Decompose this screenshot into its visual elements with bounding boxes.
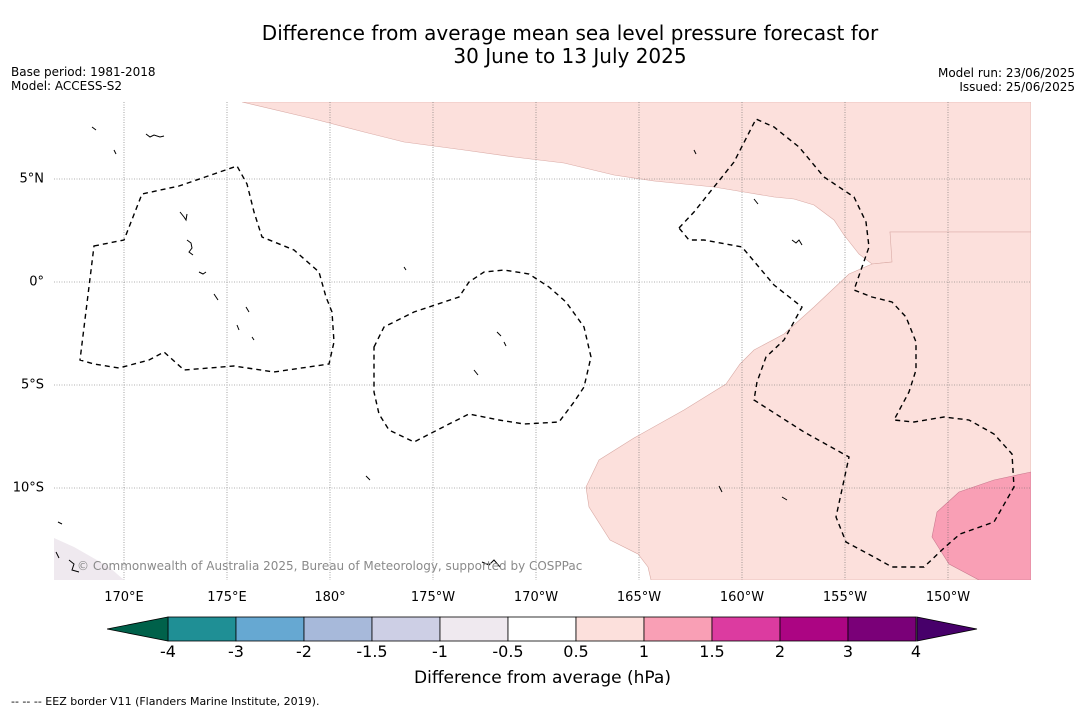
lon-label-170w: 170°W <box>513 590 559 605</box>
lat-label-5n: 5°N <box>19 171 45 187</box>
map-title: Difference from average mean sea level p… <box>0 22 1085 68</box>
lat-label-0: 0° <box>29 274 44 290</box>
colorbar-bin <box>371 616 441 642</box>
meta-right: Model run: 23/06/2025 Issued: 25/06/2025 <box>938 66 1075 94</box>
colorbar-tick-label: -3 <box>228 642 244 661</box>
base-period: Base period: 1981-2018 <box>11 65 156 79</box>
colorbar-tick-label: 4 <box>910 642 922 661</box>
colorbar-tick-label: 0.5 <box>563 642 589 661</box>
title-line-2: 30 June to 13 July 2025 <box>453 44 687 68</box>
island-outlines <box>55 126 803 573</box>
colorbar-title: Difference from average (hPa) <box>414 668 671 688</box>
colorbar-tick-label: -2 <box>296 642 312 661</box>
colorbar-tick-label: 1 <box>638 642 650 661</box>
eez-footnote: -- -- -- EEZ border V11 (Flanders Marine… <box>11 695 320 708</box>
colorbar <box>106 616 979 648</box>
model-name: Model: ACCESS-S2 <box>11 79 123 93</box>
colorbar-bin <box>575 616 645 642</box>
lon-label-175w: 175°W <box>410 590 456 605</box>
colorbar-bin <box>235 616 305 642</box>
colorbar-over-arrow <box>916 616 978 642</box>
map-panel <box>54 102 1031 580</box>
colorbar-tick-label: -0.5 <box>492 642 524 661</box>
meta-left: Base period: 1981-2018 Model: ACCESS-S2 <box>11 65 156 93</box>
colorbar-bin <box>439 616 509 642</box>
colorbar-tick-label: -1.5 <box>356 642 388 661</box>
colorbar-bin <box>779 616 849 642</box>
colorbar-bin <box>847 616 917 642</box>
colorbar-tick-label: -1 <box>432 642 448 661</box>
colorbar-bin <box>507 616 577 642</box>
eez-border-east <box>678 118 1015 568</box>
lon-label-165w: 165°W <box>616 590 662 605</box>
lat-label-5s: 5°S <box>20 377 44 393</box>
lon-label-155w: 155°W <box>822 590 868 605</box>
eez-border-west <box>79 165 335 373</box>
lon-label-180: 180° <box>314 590 346 605</box>
colorbar-bin <box>643 616 713 642</box>
lon-label-170e: 170°E <box>104 590 144 605</box>
lat-label-10s: 10°S <box>12 480 44 496</box>
colorbar-svg <box>106 616 978 642</box>
colorbar-tick-label: 3 <box>842 642 854 661</box>
colorbar-bin <box>711 616 781 642</box>
title-line-1: Difference from average mean sea level p… <box>261 21 879 45</box>
colorbar-bin <box>167 616 237 642</box>
colorbar-bin <box>303 616 373 642</box>
lon-label-175e: 175°E <box>207 590 247 605</box>
colorbar-tick-label: 1.5 <box>699 642 725 661</box>
colorbar-tick-label: -4 <box>160 642 176 661</box>
anomaly-region-south <box>585 231 1031 580</box>
eez-border-central <box>373 269 592 443</box>
model-run: Model run: 23/06/2025 <box>937 66 1075 80</box>
colorbar-tick-label: 2 <box>774 642 786 661</box>
map-svg <box>54 102 1031 580</box>
lon-label-150w: 150°W <box>925 590 971 605</box>
anomaly-region-negative <box>54 538 124 580</box>
lon-label-160w: 160°W <box>719 590 765 605</box>
colorbar-under-arrow <box>106 616 169 642</box>
copyright-notice: © Commonwealth of Australia 2025, Bureau… <box>77 559 583 573</box>
issued-date: Issued: 25/06/2025 <box>959 80 1075 94</box>
